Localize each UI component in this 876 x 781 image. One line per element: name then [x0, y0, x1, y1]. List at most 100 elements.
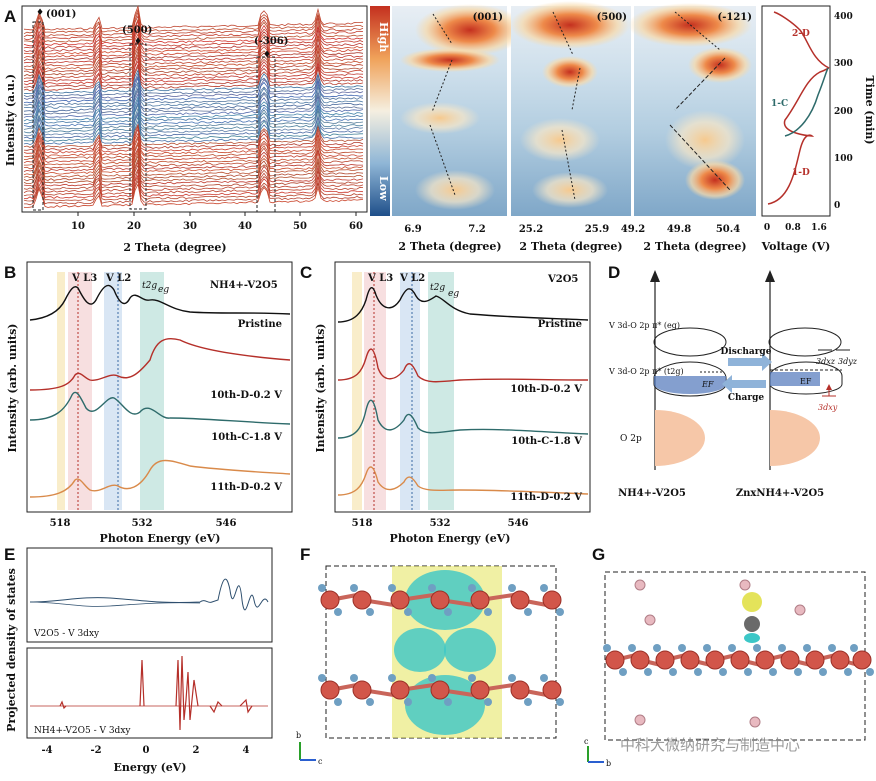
oxygen-atom: [350, 584, 358, 592]
oxygen-atom: [628, 644, 636, 652]
oxygen-atom: [428, 674, 436, 682]
panel-c: C V L3 V L2 t2g eg V2O5 Pristine 10th-D-…: [300, 261, 591, 545]
heat3-tick: 49.8: [667, 224, 691, 235]
vanadium-atom: [830, 650, 850, 670]
oxygen-atom: [850, 644, 858, 652]
time-tick: 400: [834, 12, 853, 22]
xrd-box-500: [129, 43, 147, 210]
oxygen-atom: [334, 608, 342, 616]
e-xtick: -2: [90, 745, 101, 756]
oxygen-atom: [388, 674, 396, 682]
panel-label-e: E: [4, 545, 15, 564]
volt-xtick: 0.8: [785, 223, 801, 233]
xrd-pattern-line: [23, 103, 364, 131]
xrd-pattern-line: [23, 65, 364, 92]
oxygen-atom: [744, 668, 752, 676]
heatmap-001: (001) 6.9 7.2: [392, 4, 525, 235]
level-eg: V 3d-O 2p π* (eg): [608, 321, 680, 330]
oxygen-atom: [556, 608, 564, 616]
f-axis-c: c: [318, 757, 323, 766]
oxygen-atom: [753, 644, 761, 652]
heat2-xlabel: 2 Theta (degree): [519, 240, 622, 253]
xrd-pattern-line: [23, 183, 364, 208]
panel-a: A Intensity (a.u.) ♦ (001) (500) ♦ (-306…: [4, 1, 876, 254]
oxygen-atom: [524, 608, 532, 616]
oxygen-atom: [444, 608, 452, 616]
oxygen-atom: [728, 644, 736, 652]
peak-eg: eg: [158, 285, 169, 295]
heat1-xlabel: 2 Theta (degree): [398, 240, 501, 253]
oxygen-atom: [404, 608, 412, 616]
orb-xy: 3dxy: [818, 403, 838, 412]
vanadium-atom: [430, 590, 450, 610]
orb-yz: 3dyz: [838, 357, 858, 366]
xrd-pattern-line: [23, 89, 363, 115]
charge-label: Charge: [728, 393, 765, 403]
vanadium-atom: [780, 650, 800, 670]
oxygen-atom: [468, 584, 476, 592]
vanadium-atom: [630, 650, 650, 670]
xrd-pattern-line: [23, 151, 364, 179]
oxygen-atom: [540, 584, 548, 592]
e-xtick: 2: [193, 745, 200, 756]
d-left-caption: NH4+-V2O5: [618, 488, 686, 499]
vanadium-atom: [390, 590, 410, 610]
time-tick: 300: [834, 59, 853, 69]
oxygen-atom: [428, 584, 436, 592]
legend-bottom: NH4+-V2O5 - V 3dxy: [34, 726, 131, 736]
panel-label-f: F: [300, 545, 310, 564]
oxygen-atom: [508, 584, 516, 592]
oxygen-atom: [318, 584, 326, 592]
panel-c-title: V2O5: [547, 274, 578, 285]
panel-f: F b c: [296, 545, 564, 766]
oxygen-atom: [653, 644, 661, 652]
oxygen-atom: [619, 668, 627, 676]
oxygen-atom: [803, 644, 811, 652]
colorbar-low: Low: [377, 176, 390, 201]
vanadium-atom: [805, 650, 825, 670]
xrd-pattern-line: [23, 169, 364, 197]
curve-label: 11th-D-0.2 V: [510, 492, 582, 503]
xrd-pattern-line: [23, 101, 364, 128]
oxygen-atom: [540, 674, 548, 682]
oxygen-atom: [556, 698, 564, 706]
oxygen-atom: [404, 698, 412, 706]
peak-vl2: V L2: [399, 273, 425, 284]
xrd-pattern-line: [23, 76, 364, 104]
peak-label-001: (001): [46, 9, 76, 20]
heatmap-title-500: (500): [597, 12, 627, 23]
oxygen-atom: [678, 644, 686, 652]
c-xlabel: Photon Energy (eV): [390, 532, 511, 545]
peak-label-500: (500): [122, 25, 152, 36]
curve-label: 10th-C-1.8 V: [211, 432, 282, 443]
heatmap-title-121: (-121): [718, 12, 753, 23]
oxygen-atom: [603, 644, 611, 652]
xrd-pattern-line: [23, 71, 364, 98]
d-right-caption: ZnxNH4+-V2O5: [736, 488, 824, 499]
discharge-label: Discharge: [721, 347, 772, 357]
oxygen-atom: [644, 668, 652, 676]
heat1-tick: 6.9: [404, 224, 421, 235]
xrd-pattern-line: [23, 154, 364, 182]
xrd-pattern-line: [23, 160, 364, 188]
xrd-pattern-line: [23, 97, 364, 125]
peak-vl3: V L3: [367, 273, 393, 284]
xrd-pattern-line: [23, 23, 364, 50]
e-xlabel: Energy (eV): [113, 761, 186, 774]
oxygen-atom: [468, 674, 476, 682]
f-axis-b: b: [296, 731, 301, 740]
vanadium-atom: [705, 650, 725, 670]
xrd-pattern-line: [23, 28, 364, 55]
xrd-pattern-line: [23, 53, 364, 79]
xrd-pattern-line: [23, 110, 364, 137]
xrd-pattern-line: [23, 81, 364, 106]
xrd-pattern-line: [24, 179, 364, 206]
xrd-pattern-line: [23, 143, 364, 170]
xrd-pattern-line: [23, 86, 364, 113]
oxygen-atom: [778, 644, 786, 652]
xrd-pattern-line: [23, 75, 364, 100]
xrd-pattern-line: [23, 10, 364, 38]
curve-label: 11th-D-0.2 V: [210, 482, 282, 493]
peak-t2g: t2g: [142, 281, 157, 291]
